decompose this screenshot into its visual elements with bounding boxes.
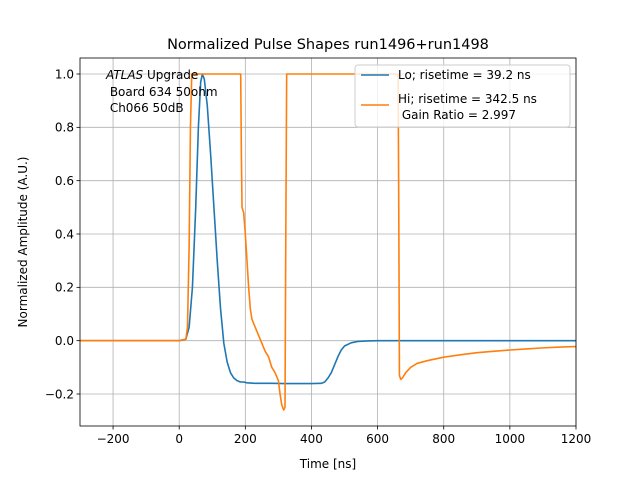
- legend-label-gain-ratio: Gain Ratio = 2.997: [398, 108, 516, 122]
- y-tick-label: 0.4: [55, 227, 74, 241]
- x-tick-label: 600: [366, 432, 389, 446]
- plot-annotation: ATLAS Upgrade Board 634 50ohm Ch066 50dB: [105, 68, 218, 115]
- x-tick-label: −200: [97, 432, 130, 446]
- chart-title: Normalized Pulse Shapes run1496+run1498: [167, 37, 489, 53]
- y-tick-label: −0.2: [45, 387, 74, 401]
- plot-frame: [79, 57, 577, 427]
- y-tick-label: 0.6: [55, 174, 74, 188]
- series-line-hi: [80, 73, 577, 411]
- y-tick-label: 0.8: [55, 121, 74, 135]
- legend-label-hi: Hi; risetime = 342.5 ns: [398, 92, 537, 106]
- annotation-atlas-italic: ATLAS: [105, 68, 144, 82]
- x-tick-label: 200: [234, 432, 257, 446]
- legend-box: [354, 64, 571, 128]
- series-lines: [80, 73, 577, 411]
- axis-ticks: −200 0 200 400 600 800 1000 1200 −0.2 0.0 0.2 0.4 0.…: [45, 67, 591, 446]
- legend: Lo; risetime = 39.2 ns Hi; risetime = 34…: [354, 64, 571, 128]
- x-tick-label: 800: [432, 432, 455, 446]
- annotation-line-1: ATLAS Upgrade: [105, 68, 198, 82]
- y-tick-label: 0.0: [55, 334, 74, 348]
- series-line-lo: [80, 73, 576, 385]
- x-tick-label: 400: [300, 432, 323, 446]
- x-tick-label: 0: [175, 432, 183, 446]
- y-tick-label: 1.0: [55, 67, 74, 81]
- y-tick-label: 0.2: [55, 281, 74, 295]
- y-axis-label: Normalized Amplitude (A.U.): [16, 157, 30, 328]
- legend-label-lo: Lo; risetime = 39.2 ns: [398, 68, 531, 82]
- x-tick-label: 1200: [561, 432, 592, 446]
- x-axis-label: Time [ns]: [299, 457, 356, 471]
- x-tick-label: 1000: [495, 432, 526, 446]
- annotation-line-2: Board 634 50ohm: [106, 85, 218, 99]
- annotation-line-3: Ch066 50dB: [106, 101, 184, 115]
- annotation-upgrade-text: Upgrade: [143, 68, 198, 82]
